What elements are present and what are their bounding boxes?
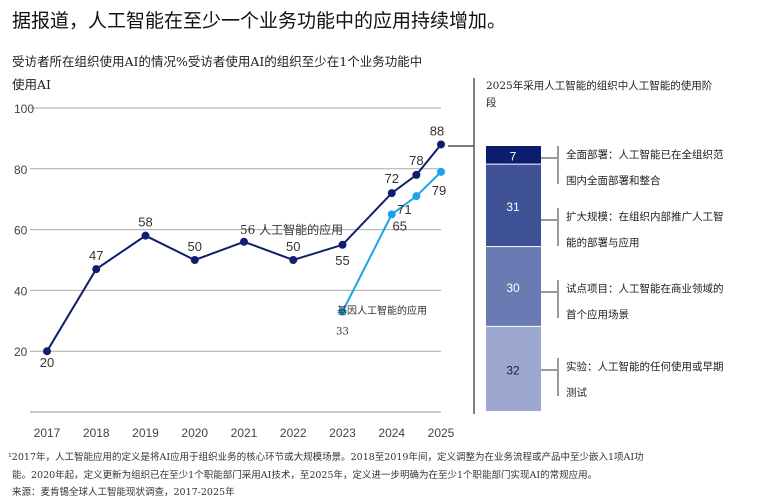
x-tick-label: 2017 xyxy=(34,426,61,440)
data-label: 65 xyxy=(393,218,407,233)
y-tick-label: 40 xyxy=(14,284,28,298)
x-tick-label: 2020 xyxy=(181,426,208,440)
chart-subtitle: 受访者所在组织使用AI的情况%受访者使用AI的组织至少在1个业务功能中使用AI xyxy=(12,54,423,92)
y-tick-label: 100 xyxy=(14,102,34,116)
footnote-2: 能。2020年起，定义更新为组织已在至少1个职能部门采用AI技术，至2025年，… xyxy=(12,470,598,481)
data-point xyxy=(437,140,445,149)
page-title: 据报道，人工智能在至少一个业务功能中的应用持续增加。 xyxy=(12,10,507,32)
data-point xyxy=(141,231,150,240)
segment-label: 扩大规模：在组织内部推广人工智能的部署与应用 xyxy=(566,211,724,249)
segment-label: 试点项目：人工智能在商业领域的首个应用场景 xyxy=(566,283,724,321)
data-point xyxy=(338,307,347,316)
data-label: 33 xyxy=(336,327,349,338)
data-point xyxy=(437,167,445,176)
data-point xyxy=(190,256,199,264)
data-point xyxy=(240,237,248,246)
data-point xyxy=(43,347,51,356)
x-tick-label: 2018 xyxy=(83,426,110,440)
x-tick-label: 2021 xyxy=(231,426,258,440)
data-label: 50 xyxy=(286,239,300,254)
segment-value: 7 xyxy=(510,149,517,163)
bar-title: 2025年采用人工智能的组织中人工智能的使用阶段 xyxy=(486,80,713,109)
data-point xyxy=(387,189,396,198)
bar-segment xyxy=(486,247,541,326)
segment-label: 全面部署：人工智能已在全组织范围内全面部署和整合 xyxy=(566,149,724,187)
data-label: 58 xyxy=(138,215,152,230)
bar-segment xyxy=(486,164,541,247)
y-tick-label: 60 xyxy=(14,224,28,238)
x-tick-label: 2022 xyxy=(280,426,307,440)
x-tick-label: 2019 xyxy=(132,426,159,440)
series-line xyxy=(46,143,442,352)
segment-label: 实验：人工智能的任何使用或早期测试 xyxy=(566,361,724,399)
bar-segment xyxy=(486,326,541,411)
series-annotation: 56 人工智能的应用 xyxy=(240,222,343,237)
data-label: 47 xyxy=(89,248,103,263)
data-point xyxy=(412,192,421,201)
data-label: 78 xyxy=(409,153,423,168)
data-label: 50 xyxy=(188,239,202,254)
x-tick-label: 2023 xyxy=(329,426,356,440)
footnote-1: ¹2017年，人工智能应用的定义是将AI应用于组织业务的核心环节或大规模场景。2… xyxy=(8,452,644,463)
data-label: 72 xyxy=(385,171,399,186)
segment-value: 32 xyxy=(506,363,520,377)
segment-value: 31 xyxy=(506,200,520,214)
data-label: 20 xyxy=(40,355,54,370)
data-label: 79 xyxy=(432,183,446,198)
y-tick-label: 20 xyxy=(14,345,28,359)
data-label: 88 xyxy=(430,123,444,138)
data-point xyxy=(338,240,347,249)
data-point xyxy=(289,256,298,264)
data-point xyxy=(92,265,101,274)
x-tick-label: 2025 xyxy=(428,426,455,440)
series-annotation: 基因人工智能的应用 xyxy=(337,304,427,317)
bar-segment xyxy=(486,146,541,164)
source: 来源：麦肯锡全球人工智能现状调查，2017-2025年 xyxy=(12,487,235,498)
data-point xyxy=(412,170,421,179)
series-line xyxy=(341,171,442,313)
segment-value: 30 xyxy=(506,281,520,295)
data-label: 55 xyxy=(335,253,349,268)
x-tick-label: 2024 xyxy=(378,426,405,440)
data-point xyxy=(387,210,396,219)
y-tick-label: 80 xyxy=(14,163,28,177)
data-label: 71 xyxy=(397,202,411,217)
